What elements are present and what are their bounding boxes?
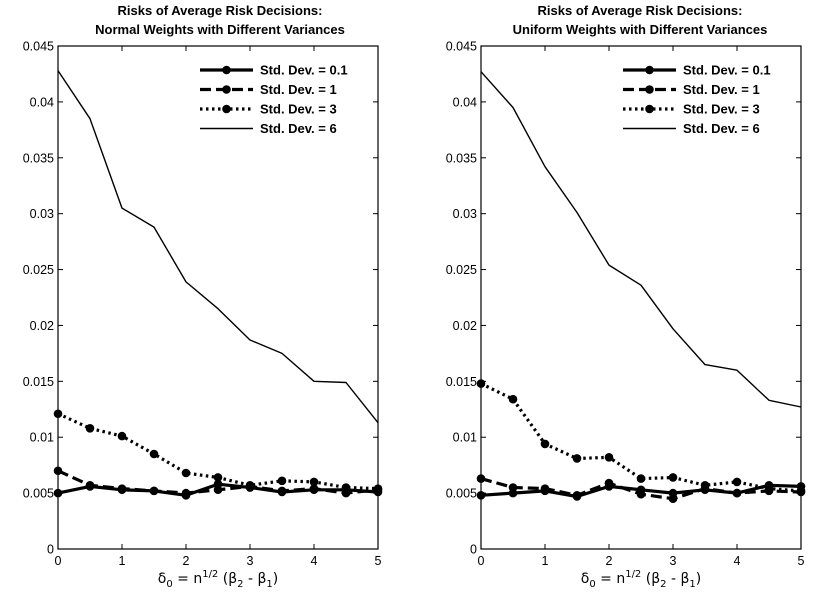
left-data-point-std-dev-1 xyxy=(309,484,319,493)
right-x-axis-label: δ0 = n1/2 (β2 - β1) xyxy=(581,569,702,590)
right-data-point-std-dev-3 xyxy=(636,474,646,483)
right-data-point-std-dev-1 xyxy=(604,478,614,488)
left-data-point-std-dev-3 xyxy=(85,423,95,433)
left-x-tick-label: 2 xyxy=(183,554,190,568)
right-series-line-std-dev-3 xyxy=(480,382,802,493)
left-y-tick-label: 0.015 xyxy=(23,375,54,389)
left-y-tick-label: 0.02 xyxy=(30,319,54,333)
left-data-point-std-dev-1 xyxy=(117,484,127,493)
left-x-tick-label: 5 xyxy=(375,554,382,568)
right-series-lines xyxy=(476,71,806,504)
left-x-tick-label: 1 xyxy=(119,554,126,568)
right-x-tick-label: 4 xyxy=(734,554,741,568)
left-legend-label-std-dev-1: Std. Dev. = 1 xyxy=(260,82,337,97)
left-legend-marker-std-dev-3 xyxy=(222,104,231,114)
left-legend: Std. Dev. = 0.1 Std. Dev. = 1 Std. Dev. = … xyxy=(200,63,348,136)
right-data-point-std-dev-3 xyxy=(764,484,774,493)
left-y-tick-label: 0.045 xyxy=(23,40,54,54)
left-axis-ticks: 0 0.005 0.01 0.015 0.02 0.025 0.03 0.035 0.04 0.0… xyxy=(23,40,382,569)
right-data-point-std-dev-3 xyxy=(668,473,678,482)
left-data-point-std-dev-3 xyxy=(245,480,255,490)
left-series-line-std-dev-6 xyxy=(57,70,379,424)
right-y-tick-label: 0.025 xyxy=(446,263,477,277)
right-x-tick-label: 2 xyxy=(606,554,613,568)
right-y-tick-label: 0.03 xyxy=(453,207,477,221)
right-plot-frame xyxy=(480,45,802,550)
left-chart-title-line1: Risks of Average Risk Decisions: xyxy=(118,3,323,18)
left-data-point-std-dev-1 xyxy=(85,480,95,490)
left-y-tick-label: 0.035 xyxy=(23,151,54,165)
right-legend-label-std-dev-0-1: Std. Dev. = 0.1 xyxy=(683,63,771,78)
left-y-tick-label: 0.005 xyxy=(23,487,54,501)
right-data-point-std-dev-3 xyxy=(540,439,550,449)
right-x-tick-label: 5 xyxy=(798,554,805,568)
left-legend-marker-std-dev-0-1 xyxy=(222,65,231,75)
left-chart-title-line2: Normal Weights with Different Variances xyxy=(95,22,345,37)
right-data-point-std-dev-1 xyxy=(668,494,678,504)
right-data-point-std-dev-1 xyxy=(636,489,646,499)
right-chart-title-line1: Risks of Average Risk Decisions: xyxy=(538,3,743,18)
left-plot-frame xyxy=(57,45,379,550)
right-data-point-std-dev-1 xyxy=(732,488,742,498)
right-data-point-std-dev-3 xyxy=(604,453,614,462)
left-data-point-std-dev-3 xyxy=(213,473,223,482)
right-x-tick-label: 3 xyxy=(670,554,677,568)
right-y-tick-label: 0.01 xyxy=(453,431,477,445)
left-data-point-std-dev-3 xyxy=(117,431,127,441)
right-series-line-std-dev-6 xyxy=(480,71,802,408)
right-x-tick-label: 1 xyxy=(542,554,549,568)
left-legend-label-std-dev-3: Std. Dev. = 3 xyxy=(260,102,337,117)
left-y-tick-label: 0 xyxy=(47,543,54,557)
right-legend-marker-std-dev-0-1 xyxy=(645,65,654,75)
right-legend-label-std-dev-1: Std. Dev. = 1 xyxy=(683,82,760,97)
left-y-tick-label: 0.03 xyxy=(30,207,54,221)
left-legend-label-std-dev-6: Std. Dev. = 6 xyxy=(260,121,337,136)
right-y-tick-label: 0.015 xyxy=(446,375,477,389)
left-data-point-std-dev-3 xyxy=(181,468,191,478)
right-legend: Std. Dev. = 0.1 Std. Dev. = 1 Std. Dev. = … xyxy=(623,63,771,136)
right-legend-marker-std-dev-1 xyxy=(645,85,654,94)
right-chart-panel: Risks of Average Risk Decisions: Uniform… xyxy=(446,3,806,590)
right-legend-marker-std-dev-3 xyxy=(645,104,654,114)
right-data-point-std-dev-3 xyxy=(508,394,518,404)
left-data-point-std-dev-1 xyxy=(149,486,159,496)
right-data-point-std-dev-1 xyxy=(572,491,582,500)
left-y-tick-label: 0.01 xyxy=(30,431,54,445)
right-data-point-std-dev-3 xyxy=(732,477,742,487)
right-data-point-std-dev-1 xyxy=(508,483,518,492)
left-x-tick-label: 4 xyxy=(311,554,318,568)
right-y-tick-label: 0.035 xyxy=(446,151,477,165)
left-x-tick-label: 3 xyxy=(247,554,254,568)
left-data-point-std-dev-1 xyxy=(181,488,191,498)
left-chart-panel: Risks of Average Risk Decisions: Normal … xyxy=(23,3,383,590)
right-data-point-std-dev-3 xyxy=(572,454,582,463)
left-data-point-std-dev-3 xyxy=(277,476,287,486)
left-data-point-std-dev-3 xyxy=(149,449,159,459)
right-data-point-std-dev-1 xyxy=(540,484,550,493)
right-y-tick-label: 0.04 xyxy=(453,95,477,109)
right-y-tick-label: 0.02 xyxy=(453,319,477,333)
right-y-tick-label: 0.005 xyxy=(446,487,477,501)
left-legend-label-std-dev-0-1: Std. Dev. = 0.1 xyxy=(260,63,348,78)
left-y-tick-label: 0.04 xyxy=(30,95,54,109)
right-y-tick-label: 0 xyxy=(470,543,477,557)
right-legend-label-std-dev-3: Std. Dev. = 3 xyxy=(683,102,760,117)
right-data-point-std-dev-3 xyxy=(700,480,710,490)
left-legend-marker-std-dev-1 xyxy=(222,85,231,94)
right-y-tick-label: 0.045 xyxy=(446,40,477,54)
left-y-tick-label: 0.025 xyxy=(23,263,54,277)
left-data-point-std-dev-1 xyxy=(213,485,223,495)
right-x-tick-label: 0 xyxy=(478,554,485,568)
left-data-point-std-dev-3 xyxy=(309,477,319,487)
left-data-point-std-dev-3 xyxy=(341,483,351,492)
right-legend-label-std-dev-6: Std. Dev. = 6 xyxy=(683,121,760,136)
right-chart-title-line2: Uniform Weights with Different Variances xyxy=(513,22,768,37)
left-x-tick-label: 0 xyxy=(55,554,62,568)
left-data-point-std-dev-1 xyxy=(277,486,287,496)
left-x-axis-label: δ0 = n1/2 (β2 - β1) xyxy=(158,569,279,590)
left-series-lines xyxy=(53,70,383,500)
